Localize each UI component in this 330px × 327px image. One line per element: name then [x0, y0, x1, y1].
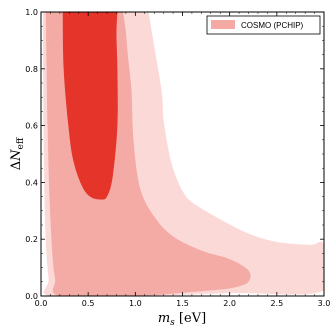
legend-swatch: [211, 20, 235, 29]
y-tick-label: 1.0: [25, 8, 38, 17]
y-tick-label: 0.6: [25, 122, 38, 131]
x-tick-label: 0.0: [35, 299, 48, 308]
axis-ticks: 0.0 0.5 1.0 1.5 2.0 2.5 3.0 0.0 0.2 0.4 0.6 0.8 1.0: [25, 8, 330, 308]
plot-frame: [40, 11, 325, 297]
y-tick-label: 0.8: [25, 65, 38, 74]
legend: COSMO (PCHIP): [206, 15, 321, 35]
y-tick-label: 0.2: [25, 235, 38, 244]
x-tick-label: 0.5: [82, 299, 95, 308]
region-inner: [62, 12, 118, 200]
legend-label: COSMO (PCHIP): [241, 21, 304, 30]
legend-box: [206, 15, 321, 35]
x-tick-label: 1.5: [176, 299, 189, 308]
x-tick-label: 1.0: [129, 299, 142, 308]
x-axis-title: ms [eV]: [158, 311, 206, 327]
y-tick-label: 0.4: [25, 178, 38, 187]
confidence-regions: [42, 12, 324, 296]
x-tick-label: 2.0: [223, 299, 236, 308]
x-tick-label: 3.0: [318, 299, 330, 308]
y-tick-label: 0.0: [25, 292, 38, 301]
x-tick-label: 2.5: [270, 299, 283, 308]
plot-area: [42, 12, 324, 296]
